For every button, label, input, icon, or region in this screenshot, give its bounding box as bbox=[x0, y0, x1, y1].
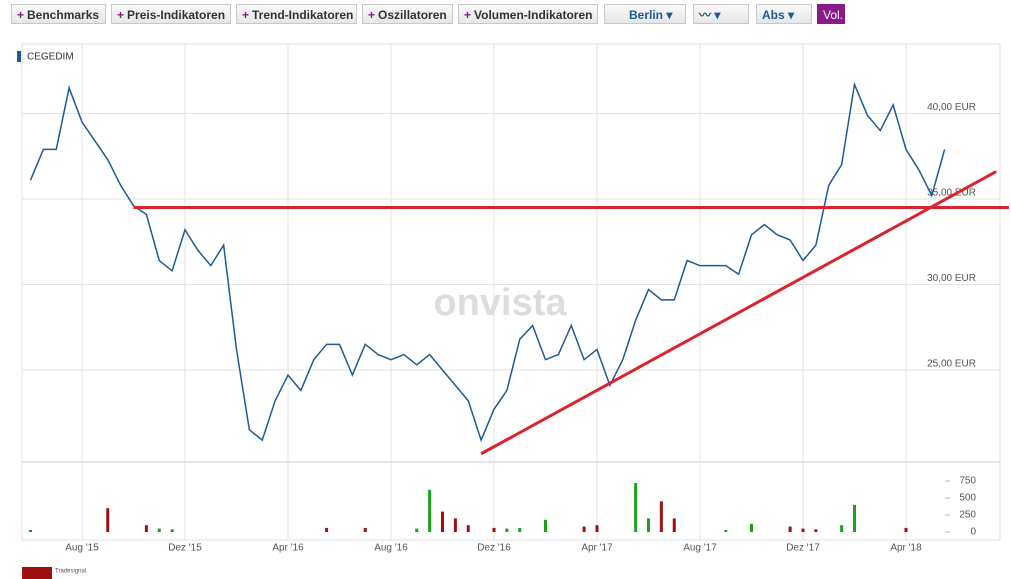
volume-bar bbox=[788, 526, 792, 532]
legend-label: CEGEDIM bbox=[27, 52, 74, 63]
volume-label: Vol. bbox=[823, 8, 844, 22]
volume-bar bbox=[106, 508, 110, 532]
button-label: Preis-Indikatoren bbox=[127, 8, 226, 22]
exchange-select[interactable]: Berlin ▾ bbox=[604, 4, 686, 24]
x-tick-label: Apr '18 bbox=[890, 543, 922, 554]
button[interactable]: + Oszillatoren bbox=[362, 4, 453, 24]
volume-bar bbox=[659, 501, 663, 532]
volume-tick-label: 500 bbox=[959, 493, 976, 504]
volume-bar bbox=[672, 518, 676, 532]
volume-tick-label: 250 bbox=[959, 510, 976, 521]
button[interactable]: + Preis-Indikatoren bbox=[111, 4, 231, 24]
trend-line bbox=[480, 170, 997, 456]
volume-bar bbox=[144, 525, 148, 532]
y-tick-label: 30,00 EUR bbox=[927, 273, 976, 284]
volume-bar bbox=[853, 504, 856, 532]
exchange-label: Berlin bbox=[629, 8, 664, 22]
volume-bar bbox=[904, 527, 908, 532]
button-label: Volumen-Indikatoren bbox=[474, 8, 593, 22]
volume-bar bbox=[466, 525, 470, 532]
volume-bar bbox=[840, 525, 844, 532]
y-tick-label: 40,00 EUR bbox=[927, 102, 976, 113]
scale-label: Abs bbox=[762, 8, 785, 22]
watermark: onvista bbox=[433, 282, 567, 324]
volume-bar bbox=[157, 528, 161, 532]
volume-tick-label: 0 bbox=[970, 527, 976, 538]
x-tick-label: Aug '15 bbox=[65, 543, 99, 554]
volume-bar bbox=[428, 489, 432, 532]
volume-bar bbox=[363, 527, 367, 532]
button[interactable]: + Benchmarks bbox=[11, 4, 106, 24]
legend-swatch bbox=[17, 51, 21, 62]
volume-bar bbox=[634, 483, 638, 532]
button[interactable]: + Trend-Indikatoren bbox=[236, 4, 357, 24]
y-tick-label: 25,00 EUR bbox=[927, 359, 976, 370]
volume-bar bbox=[505, 528, 509, 532]
volume-bar bbox=[518, 527, 522, 532]
volume-bar bbox=[724, 529, 728, 532]
volume-bar bbox=[441, 511, 444, 532]
volume-bar bbox=[814, 529, 818, 532]
volume-bar bbox=[453, 518, 457, 532]
y-tick-label: 35,00 EUR bbox=[927, 188, 976, 199]
logo-mark bbox=[22, 567, 52, 579]
volume-bar bbox=[595, 525, 599, 532]
button-label: Oszillatoren bbox=[378, 8, 447, 22]
x-tick-label: Aug '16 bbox=[374, 543, 408, 554]
volume-bar bbox=[647, 518, 650, 532]
button-label: Trend-Indikatoren bbox=[252, 8, 354, 22]
volume-bar bbox=[492, 527, 496, 532]
volume-tick-label: 750 bbox=[959, 476, 976, 487]
volume-toggle[interactable]: Vol. bbox=[817, 4, 845, 24]
x-tick-label: Dez '15 bbox=[168, 543, 202, 554]
volume-bar bbox=[29, 529, 32, 532]
button-label: Benchmarks bbox=[27, 8, 100, 22]
volume-bar bbox=[750, 523, 753, 532]
scale-select[interactable]: Abs ▾ bbox=[756, 4, 812, 24]
button[interactable]: + Volumen-Indikatoren bbox=[458, 4, 598, 24]
logo: Tradesignal bbox=[55, 569, 86, 575]
frame bbox=[21, 43, 1001, 541]
volume-bar bbox=[582, 526, 586, 532]
x-tick-label: Dez '16 bbox=[477, 543, 511, 554]
x-tick-label: Dez '17 bbox=[786, 543, 820, 554]
volume-bar bbox=[415, 528, 419, 532]
x-tick-label: Apr '17 bbox=[581, 543, 613, 554]
x-tick-label: Aug '17 bbox=[683, 543, 717, 554]
chart-type-select[interactable]: 〰 ▾ bbox=[693, 4, 749, 24]
toolbar: + Benchmarks + Preis-Indikatoren + Trend-In… bbox=[0, 0, 1011, 30]
volume-bar bbox=[325, 527, 329, 532]
x-tick-label: Apr '16 bbox=[272, 543, 304, 554]
volume-bar bbox=[801, 528, 805, 532]
volume-bar bbox=[170, 529, 174, 532]
price-line bbox=[29, 81, 946, 443]
volume-bar bbox=[544, 519, 547, 532]
